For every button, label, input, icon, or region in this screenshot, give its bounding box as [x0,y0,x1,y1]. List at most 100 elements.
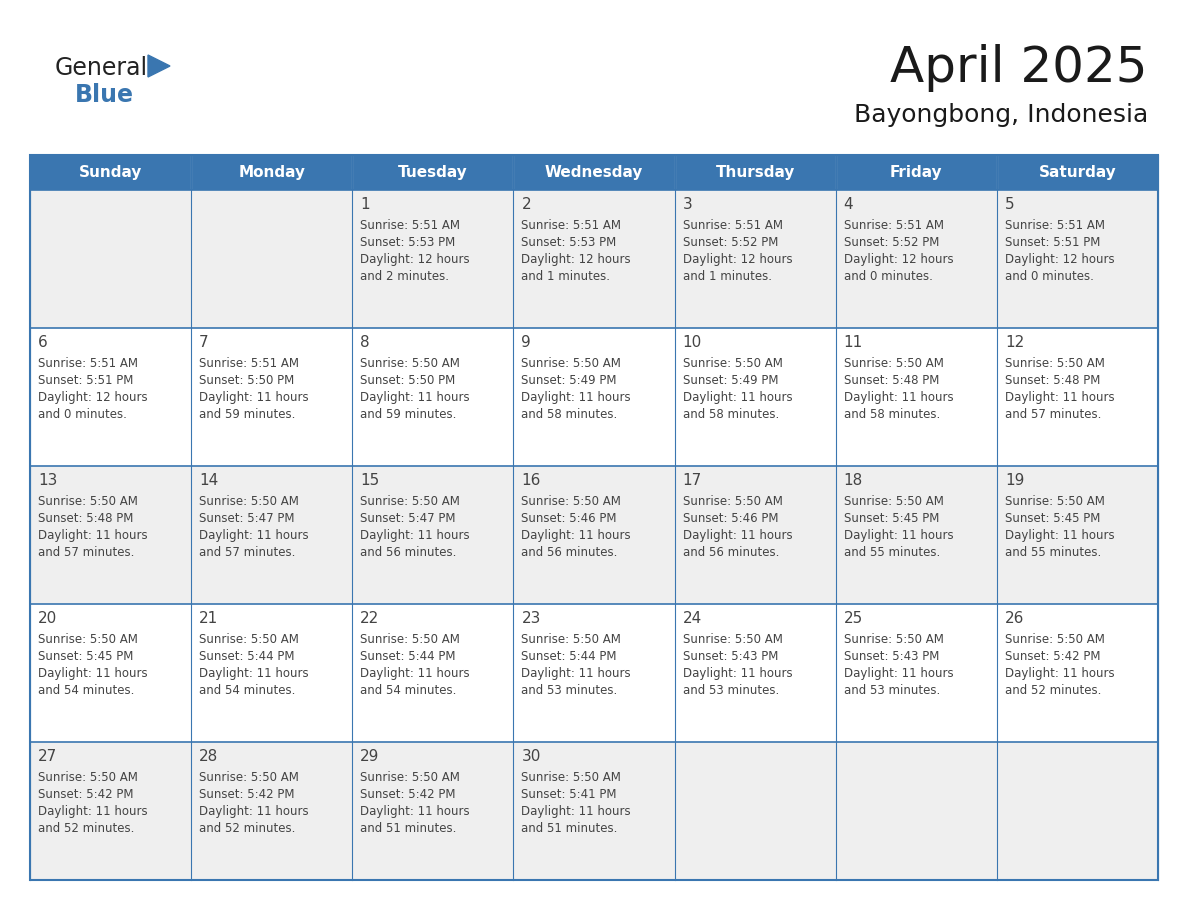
Text: and 51 minutes.: and 51 minutes. [360,822,456,835]
Bar [997,155,1158,190]
Text: Blue: Blue [75,83,134,107]
Text: and 59 minutes.: and 59 minutes. [200,408,296,421]
Text: Sunset: 5:53 PM: Sunset: 5:53 PM [360,236,455,249]
Text: 21: 21 [200,611,219,626]
Text: Sunrise: 5:50 AM: Sunrise: 5:50 AM [38,633,138,646]
Text: Daylight: 11 hours: Daylight: 11 hours [522,391,631,404]
Bar [353,328,513,466]
Text: and 55 minutes.: and 55 minutes. [843,546,940,559]
Text: and 2 minutes.: and 2 minutes. [360,270,449,283]
Text: Sunset: 5:49 PM: Sunset: 5:49 PM [683,374,778,387]
Polygon shape [148,55,170,77]
Bar [30,155,191,190]
Text: 28: 28 [200,749,219,764]
Text: and 53 minutes.: and 53 minutes. [683,684,779,697]
Text: Sunset: 5:44 PM: Sunset: 5:44 PM [522,650,617,663]
Text: 20: 20 [38,611,57,626]
Text: 29: 29 [360,749,380,764]
Bar [675,742,835,880]
Text: Sunrise: 5:50 AM: Sunrise: 5:50 AM [1005,495,1105,508]
Text: Sunrise: 5:51 AM: Sunrise: 5:51 AM [38,357,138,370]
Text: Daylight: 11 hours: Daylight: 11 hours [360,805,470,818]
Bar [835,604,997,742]
Text: Sunrise: 5:50 AM: Sunrise: 5:50 AM [683,495,783,508]
Text: Sunrise: 5:50 AM: Sunrise: 5:50 AM [1005,633,1105,646]
Text: Sunset: 5:41 PM: Sunset: 5:41 PM [522,788,617,801]
Text: Daylight: 11 hours: Daylight: 11 hours [683,667,792,680]
Text: Daylight: 11 hours: Daylight: 11 hours [200,391,309,404]
Text: Sunset: 5:48 PM: Sunset: 5:48 PM [38,512,133,525]
Text: Sunrise: 5:50 AM: Sunrise: 5:50 AM [522,771,621,784]
Text: 3: 3 [683,197,693,212]
Text: and 58 minutes.: and 58 minutes. [843,408,940,421]
Text: Sunset: 5:45 PM: Sunset: 5:45 PM [843,512,939,525]
Text: Sunrise: 5:50 AM: Sunrise: 5:50 AM [683,357,783,370]
Bar [835,328,997,466]
Text: and 56 minutes.: and 56 minutes. [522,546,618,559]
Text: Sunset: 5:42 PM: Sunset: 5:42 PM [360,788,456,801]
Text: Sunrise: 5:50 AM: Sunrise: 5:50 AM [1005,357,1105,370]
Bar [997,742,1158,880]
Text: and 51 minutes.: and 51 minutes. [522,822,618,835]
Text: Sunrise: 5:51 AM: Sunrise: 5:51 AM [843,219,943,232]
Text: 14: 14 [200,473,219,488]
Text: Daylight: 11 hours: Daylight: 11 hours [683,391,792,404]
Text: 12: 12 [1005,335,1024,350]
Bar [353,155,513,190]
Text: Sunrise: 5:51 AM: Sunrise: 5:51 AM [683,219,783,232]
Text: and 53 minutes.: and 53 minutes. [522,684,618,697]
Bar [997,604,1158,742]
Bar [513,155,675,190]
Text: Sunset: 5:51 PM: Sunset: 5:51 PM [38,374,133,387]
Text: Sunrise: 5:50 AM: Sunrise: 5:50 AM [843,633,943,646]
Text: 9: 9 [522,335,531,350]
Bar [191,466,353,604]
Text: Daylight: 11 hours: Daylight: 11 hours [683,529,792,542]
Bar [191,155,353,190]
Text: Wednesday: Wednesday [545,165,643,180]
Text: and 0 minutes.: and 0 minutes. [38,408,127,421]
Text: Daylight: 11 hours: Daylight: 11 hours [522,529,631,542]
Text: April 2025: April 2025 [891,44,1148,92]
Text: Sunset: 5:50 PM: Sunset: 5:50 PM [200,374,295,387]
Text: Sunday: Sunday [78,165,143,180]
Text: Sunrise: 5:50 AM: Sunrise: 5:50 AM [843,495,943,508]
Bar [30,466,191,604]
Text: and 0 minutes.: and 0 minutes. [843,270,933,283]
Text: 1: 1 [360,197,369,212]
Text: Daylight: 11 hours: Daylight: 11 hours [360,529,470,542]
Text: 30: 30 [522,749,541,764]
Text: Sunrise: 5:50 AM: Sunrise: 5:50 AM [360,357,460,370]
Text: Daylight: 12 hours: Daylight: 12 hours [683,253,792,266]
Text: and 55 minutes.: and 55 minutes. [1005,546,1101,559]
Text: Daylight: 12 hours: Daylight: 12 hours [360,253,470,266]
Text: 5: 5 [1005,197,1015,212]
Bar [997,328,1158,466]
Text: Sunrise: 5:50 AM: Sunrise: 5:50 AM [360,771,460,784]
Text: Sunset: 5:47 PM: Sunset: 5:47 PM [200,512,295,525]
Text: and 54 minutes.: and 54 minutes. [38,684,134,697]
Text: Sunset: 5:43 PM: Sunset: 5:43 PM [843,650,939,663]
Text: Sunset: 5:45 PM: Sunset: 5:45 PM [38,650,133,663]
Text: Sunset: 5:44 PM: Sunset: 5:44 PM [360,650,456,663]
Text: Sunrise: 5:51 AM: Sunrise: 5:51 AM [1005,219,1105,232]
Text: Daylight: 11 hours: Daylight: 11 hours [360,667,470,680]
Text: Sunrise: 5:50 AM: Sunrise: 5:50 AM [38,771,138,784]
Bar [513,742,675,880]
Bar [30,604,191,742]
Text: 18: 18 [843,473,862,488]
Text: Sunset: 5:48 PM: Sunset: 5:48 PM [1005,374,1100,387]
Text: Sunrise: 5:50 AM: Sunrise: 5:50 AM [522,357,621,370]
Text: General: General [55,56,148,80]
Text: Sunset: 5:52 PM: Sunset: 5:52 PM [683,236,778,249]
Text: Daylight: 11 hours: Daylight: 11 hours [522,805,631,818]
Text: Sunrise: 5:50 AM: Sunrise: 5:50 AM [200,771,299,784]
Text: Daylight: 11 hours: Daylight: 11 hours [38,529,147,542]
Text: Thursday: Thursday [715,165,795,180]
Text: Daylight: 11 hours: Daylight: 11 hours [38,667,147,680]
Text: 2: 2 [522,197,531,212]
Text: 27: 27 [38,749,57,764]
Text: Tuesday: Tuesday [398,165,468,180]
Text: and 1 minutes.: and 1 minutes. [683,270,771,283]
Text: 10: 10 [683,335,702,350]
